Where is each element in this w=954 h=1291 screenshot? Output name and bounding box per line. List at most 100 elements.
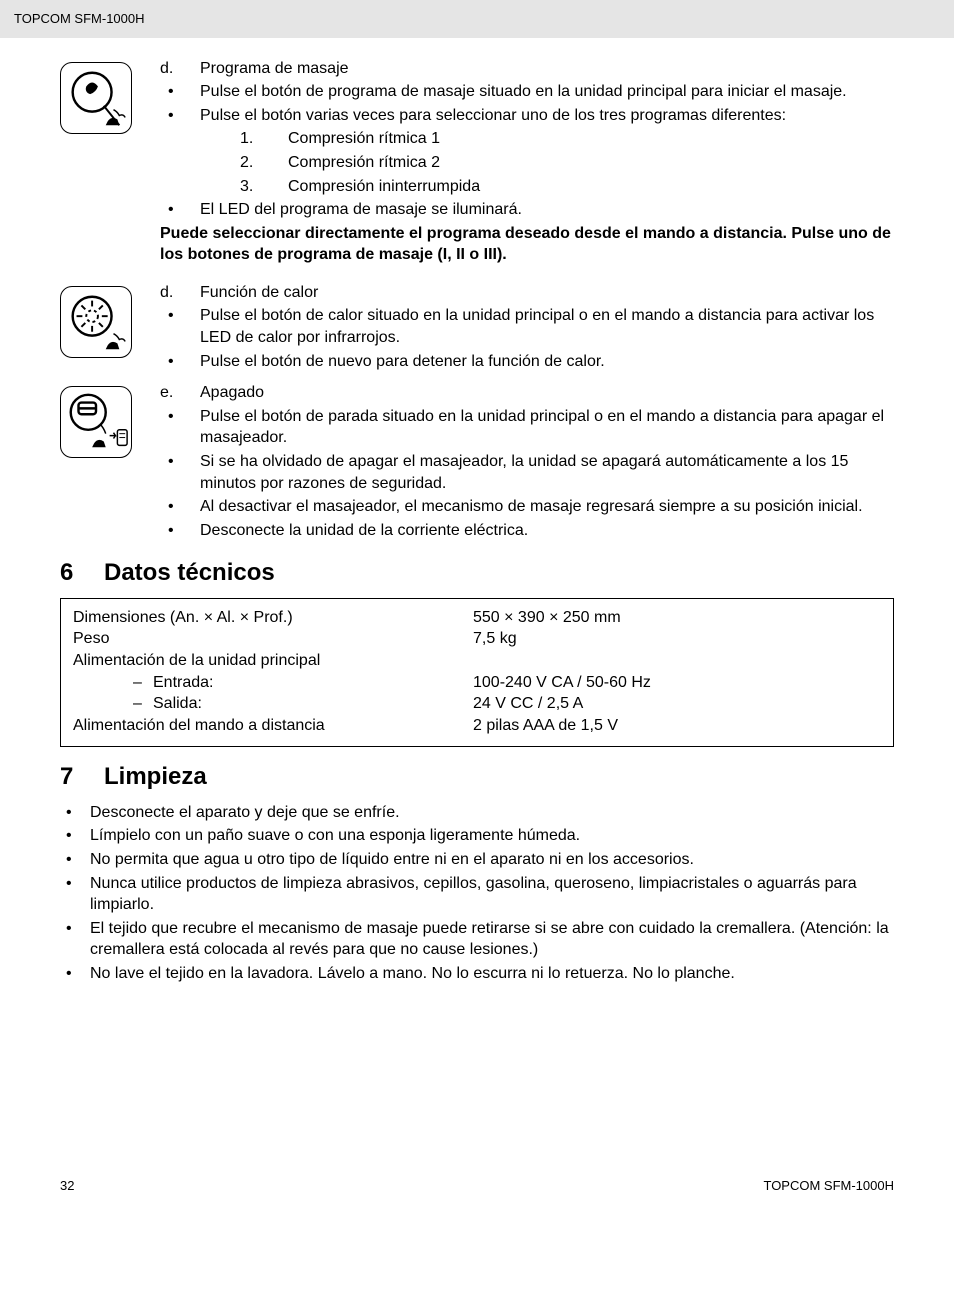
item-heading: d. Programa de masaje <box>160 58 894 80</box>
page-body: d. Programa de masaje • Pulse el botón d… <box>0 38 954 1027</box>
item-heading: d. Función de calor <box>160 282 894 304</box>
bullet-mark: • <box>60 963 90 985</box>
list-item: •Desconecte el aparato y deje que se enf… <box>60 802 894 824</box>
icon-cell <box>60 382 160 458</box>
header-title: TOPCOM SFM-1000H <box>14 11 145 26</box>
bullet-mark: • <box>60 825 90 847</box>
bullet-mark: • <box>160 105 200 127</box>
page-header: TOPCOM SFM-1000H <box>0 0 954 38</box>
icon-cell <box>60 282 160 358</box>
list-item: •Límpielo con un paño suave o con una es… <box>60 825 894 847</box>
sub-item: 3. Compresión ininterrumpida <box>160 176 894 198</box>
sub-item: 2. Compresión rítmica 2 <box>160 152 894 174</box>
title: Apagado <box>200 382 894 404</box>
page-number: 32 <box>60 1177 74 1195</box>
value: 550 × 390 × 250 mm <box>473 607 881 629</box>
section-heading-clean: 7Limpieza <box>60 761 894 793</box>
section-heat-function: d. Función de calor • Pulse el botón de … <box>60 282 894 374</box>
bullet-mark: • <box>160 451 200 494</box>
value: 2 pilas AAA de 1,5 V <box>473 715 881 737</box>
bullet: • Pulse el botón de calor situado en la … <box>160 305 894 348</box>
text: Límpielo con un paño suave o con una esp… <box>90 825 894 847</box>
bullet-mark: • <box>60 849 90 871</box>
text: Compresión rítmica 2 <box>288 152 440 174</box>
label: Alimentación de la unidad principal <box>73 650 473 672</box>
item-heading: e. Apagado <box>160 382 894 404</box>
content: d. Programa de masaje • Pulse el botón d… <box>160 58 894 274</box>
section-title: Limpieza <box>104 763 207 790</box>
section-massage-program: d. Programa de masaje • Pulse el botón d… <box>60 58 894 274</box>
table-row: Peso 7,5 kg <box>73 628 881 650</box>
section-title: Datos técnicos <box>104 559 275 586</box>
num: 3. <box>240 176 288 198</box>
bullet-mark: • <box>160 496 200 518</box>
bullet-mark: • <box>160 305 200 348</box>
bullet: • Desconecte la unidad de la corriente e… <box>160 520 894 542</box>
heat-function-icon <box>60 286 132 358</box>
label: –Entrada: <box>73 672 473 694</box>
bullet: • Al desactivar el masajeador, el mecani… <box>160 496 894 518</box>
bullet-text: Desconecte la unidad de la corriente elé… <box>200 520 894 542</box>
table-row: –Salida: 24 V CC / 2,5 A <box>73 693 881 715</box>
bullet: • Pulse el botón de nuevo para detener l… <box>160 351 894 373</box>
text: Compresión ininterrumpida <box>288 176 480 198</box>
label: Peso <box>73 628 473 650</box>
section-power-off: e. Apagado • Pulse el botón de parada si… <box>60 382 894 543</box>
section-number: 6 <box>60 557 104 589</box>
bullet-mark: • <box>160 520 200 542</box>
bold-note: Puede seleccionar directamente el progra… <box>160 223 894 266</box>
bullet-text: Pulse el botón de parada situado en la u… <box>200 406 894 449</box>
num: 2. <box>240 152 288 174</box>
letter: e. <box>160 382 200 404</box>
value <box>473 650 881 672</box>
content: d. Función de calor • Pulse el botón de … <box>160 282 894 374</box>
list-item: •No permita que agua u otro tipo de líqu… <box>60 849 894 871</box>
value: 24 V CC / 2,5 A <box>473 693 881 715</box>
bullet-text: Al desactivar el masajeador, el mecanism… <box>200 496 894 518</box>
table-row: Alimentación del mando a distancia 2 pil… <box>73 715 881 737</box>
num: 1. <box>240 128 288 150</box>
sub-label: Entrada: <box>153 674 213 691</box>
bullet-mark: • <box>60 802 90 824</box>
footer-title: TOPCOM SFM-1000H <box>763 1177 894 1195</box>
label: Alimentación del mando a distancia <box>73 715 473 737</box>
text: El tejido que recubre el mecanismo de ma… <box>90 918 894 961</box>
section-heading-tech: 6Datos técnicos <box>60 557 894 589</box>
bullet: • Pulse el botón de programa de masaje s… <box>160 81 894 103</box>
bullet-mark: • <box>60 873 90 916</box>
bullet-text: Si se ha olvidado de apagar el masajeado… <box>200 451 894 494</box>
label: –Salida: <box>73 693 473 715</box>
list-item: •No lave el tejido en la lavadora. Lável… <box>60 963 894 985</box>
section-number: 7 <box>60 761 104 793</box>
power-off-icon <box>60 386 132 458</box>
bullet-text: Pulse el botón de nuevo para detener la … <box>200 351 894 373</box>
bullet-mark: • <box>160 199 200 221</box>
title: Programa de masaje <box>200 58 894 80</box>
clean-list: •Desconecte el aparato y deje que se enf… <box>60 802 894 985</box>
text: Nunca utilice productos de limpieza abra… <box>90 873 894 916</box>
bullet-mark: • <box>60 918 90 961</box>
bullet-text: Pulse el botón varias veces para selecci… <box>200 105 894 127</box>
letter: d. <box>160 282 200 304</box>
bullet: • Pulse el botón de parada situado en la… <box>160 406 894 449</box>
list-item: •El tejido que recubre el mecanismo de m… <box>60 918 894 961</box>
text: Desconecte el aparato y deje que se enfr… <box>90 802 894 824</box>
table-row: Dimensiones (An. × Al. × Prof.) 550 × 39… <box>73 607 881 629</box>
table-row: –Entrada: 100-240 V CA / 50-60 Hz <box>73 672 881 694</box>
content: e. Apagado • Pulse el botón de parada si… <box>160 382 894 543</box>
title: Función de calor <box>200 282 894 304</box>
tech-table: Dimensiones (An. × Al. × Prof.) 550 × 39… <box>60 598 894 748</box>
bullet: • Pulse el botón varias veces para selec… <box>160 105 894 127</box>
bullet-text: Pulse el botón de programa de masaje sit… <box>200 81 894 103</box>
sub-item: 1. Compresión rítmica 1 <box>160 128 894 150</box>
bullet: • Si se ha olvidado de apagar el masajea… <box>160 451 894 494</box>
text: No lave el tejido en la lavadora. Lávelo… <box>90 963 894 985</box>
massage-program-icon <box>60 62 132 134</box>
table-row: Alimentación de la unidad principal <box>73 650 881 672</box>
bullet-text: Pulse el botón de calor situado en la un… <box>200 305 894 348</box>
list-item: •Nunca utilice productos de limpieza abr… <box>60 873 894 916</box>
icon-cell <box>60 58 160 134</box>
bullet-mark: • <box>160 351 200 373</box>
letter: d. <box>160 58 200 80</box>
text: Compresión rítmica 1 <box>288 128 440 150</box>
